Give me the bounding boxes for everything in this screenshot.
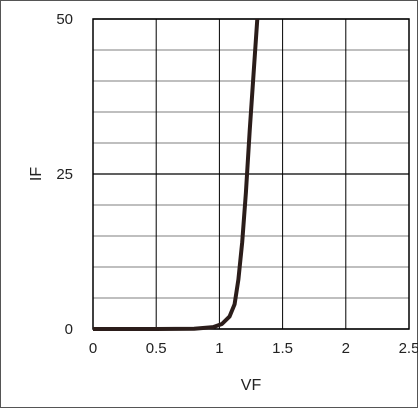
y-tick-label: 25	[56, 166, 73, 183]
x-axis-title: VF	[241, 377, 262, 394]
x-tick-label: 1	[215, 340, 223, 357]
y-axis-title: IF	[28, 167, 45, 181]
x-tick-label: 2	[342, 340, 350, 357]
y-tick-label: 50	[56, 11, 73, 28]
tick-labels: 0 0.5 1 1.5 2 2.5 0 25 50	[56, 11, 418, 357]
series	[93, 18, 260, 331]
x-tick-label: 0	[89, 340, 97, 357]
x-tick-label: 1.5	[272, 340, 293, 357]
grid	[92, 18, 410, 330]
plot-area	[92, 18, 410, 330]
series-line	[93, 18, 260, 331]
y-tick-label: 0	[65, 321, 73, 338]
x-tick-label: 0.5	[146, 340, 167, 357]
x-tick-label: 2.5	[399, 340, 418, 357]
